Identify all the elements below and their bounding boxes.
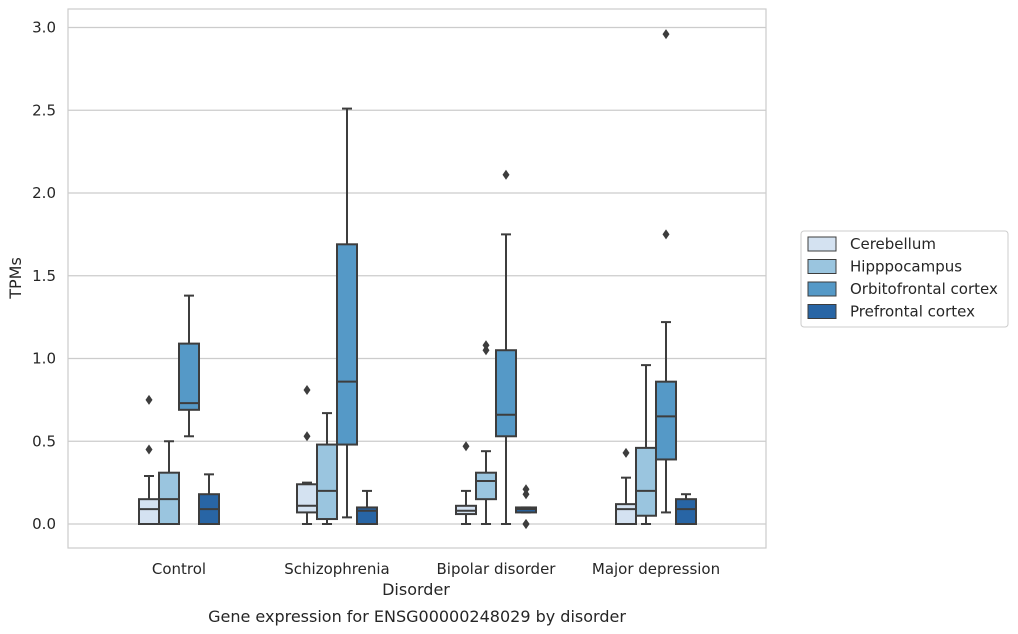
legend-swatch <box>807 281 837 297</box>
legend-label: Cerebellum <box>850 235 936 253</box>
outlier-point <box>522 519 530 529</box>
series-orbitofrontal-cortex <box>178 29 677 525</box>
x-tick-label: Major depression <box>592 560 720 578</box>
box-body <box>178 342 200 411</box>
outlier-point <box>303 431 311 442</box>
y-tick-label: 2.0 <box>32 184 56 202</box>
x-tick-labels: Control Schizophrenia Bipolar disorder Majo… <box>152 560 720 578</box>
series-prefrontal-cortex <box>198 473 697 529</box>
x-tick-label: Schizophrenia <box>284 560 389 578</box>
box-plots <box>138 29 697 529</box>
legend-label: Orbitofrontal cortex <box>850 280 998 298</box>
box-body <box>655 380 677 461</box>
y-tick-label: 1.5 <box>32 267 56 285</box>
box-body <box>615 503 637 526</box>
legend-swatch <box>807 236 837 252</box>
box-body <box>296 483 318 514</box>
y-tick-label: 3.0 <box>32 19 56 37</box>
legend-swatch <box>807 259 837 274</box>
outlier-point <box>662 29 670 40</box>
outlier-point <box>145 394 153 405</box>
outlier-point <box>502 169 510 180</box>
plot-frame <box>67 8 767 549</box>
y-tick-label: 0.0 <box>32 515 56 533</box>
legend-label: Prefrontal cortex <box>850 303 975 321</box>
x-axis-label: Disorder <box>382 580 450 599</box>
x-tick-label: Bipolar disorder <box>437 560 557 578</box>
y-tick-label: 1.0 <box>32 350 56 368</box>
y-tick-labels: 0.0 0.5 1.0 1.5 2.0 2.5 3.0 <box>32 19 56 534</box>
outlier-point <box>662 229 670 240</box>
box-body <box>495 349 517 438</box>
y-tick-label: 0.5 <box>32 432 56 450</box>
box-body <box>475 471 497 501</box>
outlier-point <box>303 384 311 395</box>
outlier-point <box>462 441 470 452</box>
outlier-point <box>522 484 530 495</box>
x-tick-label: Control <box>152 560 206 578</box>
outlier-point <box>622 447 630 458</box>
chart-caption: Gene expression for ENSG00000248029 by d… <box>208 607 626 626</box>
box-body <box>635 446 657 517</box>
legend-label: Hipppocampus <box>850 258 962 276</box>
y-tick-label: 2.5 <box>32 101 56 119</box>
box-body <box>336 243 358 446</box>
legend: Cerebellum Hipppocampus Orbitofrontal cort… <box>800 230 1009 328</box>
legend-swatch <box>807 304 837 319</box>
series-hipppocampus <box>158 340 657 526</box>
series-cerebellum <box>138 384 637 526</box>
y-axis-label: TPMs <box>6 257 25 300</box>
box-body <box>316 443 338 521</box>
outlier-point <box>145 444 153 455</box>
box-body <box>675 498 697 525</box>
outlier-point <box>482 340 490 351</box>
box-body <box>138 498 160 525</box>
legend-frame <box>800 230 1009 328</box>
